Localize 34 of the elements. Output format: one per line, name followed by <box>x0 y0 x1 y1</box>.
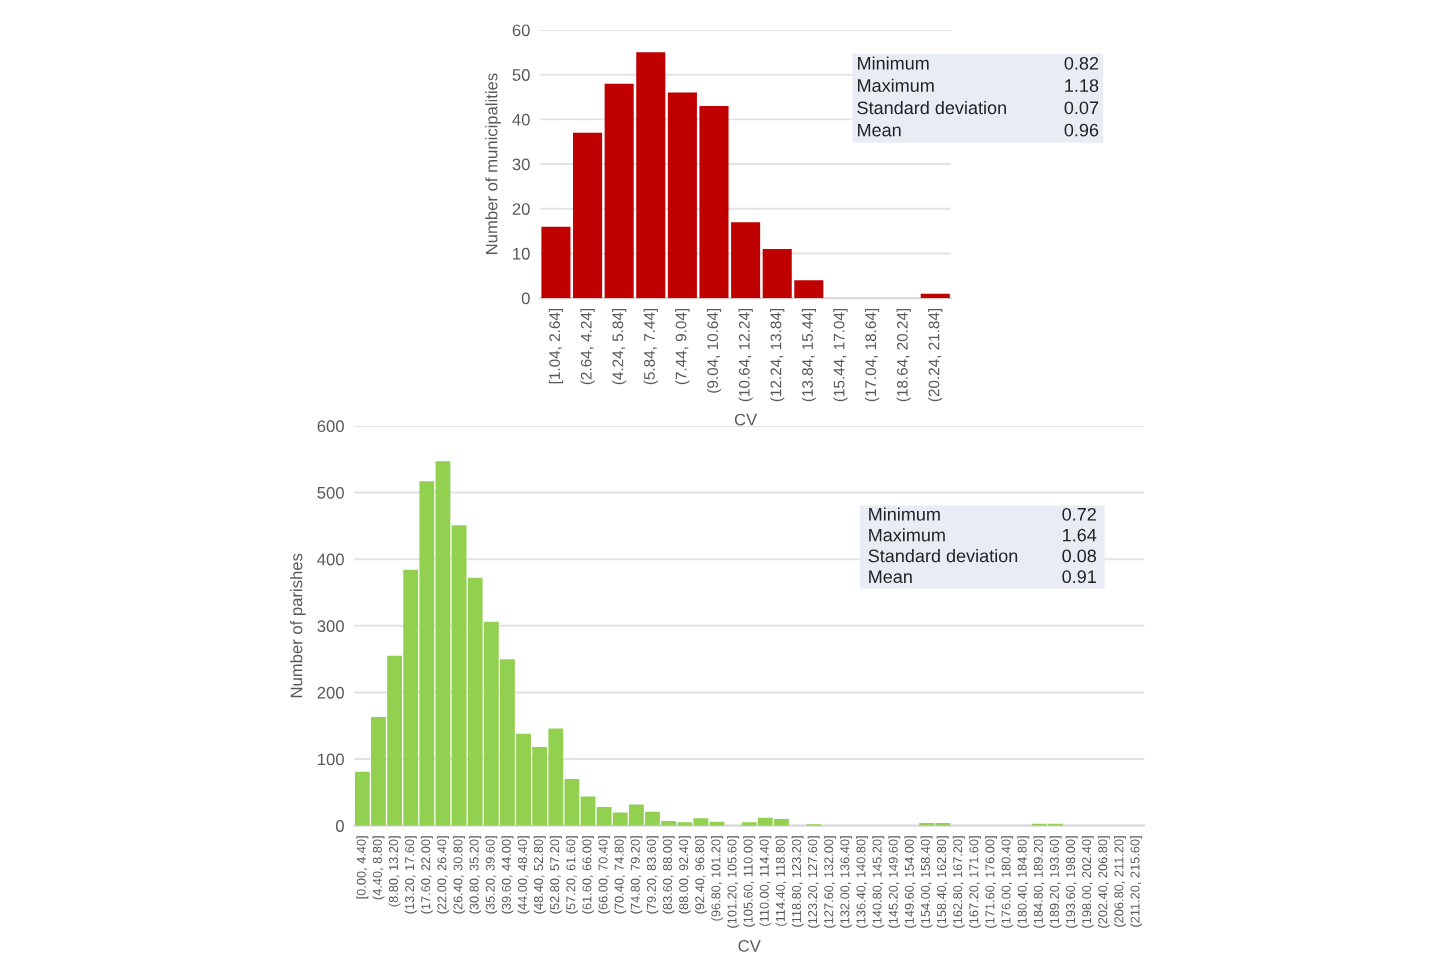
annotation: Mean <box>858 123 901 137</box>
y-tick-label: 30 <box>512 158 530 171</box>
y-tick-label: 60 <box>512 24 530 37</box>
y-tick-label: 500 <box>317 486 344 499</box>
annotation: 1.64 <box>1063 528 1097 542</box>
annotation: 0.72 <box>1062 507 1096 521</box>
y-axis-title: Number of parishes <box>290 553 306 698</box>
y-tick-label: 100 <box>318 753 344 766</box>
x-axis-title: CV <box>734 413 758 426</box>
annotation: Mean <box>869 570 912 584</box>
text: 0.07 <box>1064 101 1099 115</box>
annotation: Standard deviation <box>868 549 1018 563</box>
x-axis-title: CV <box>738 940 761 952</box>
annotation: Minimum <box>858 56 929 70</box>
y-tick-label: 0 <box>521 292 530 305</box>
y-tick-label: 200 <box>317 686 344 699</box>
annotation: Standard deviation <box>857 100 1006 115</box>
y-tick-label: 0 <box>335 820 344 832</box>
y-tick-label: 20 <box>512 203 530 215</box>
y-tick-label: 600 <box>317 420 344 433</box>
annotation: 0.08 <box>1062 549 1096 563</box>
text: 1.18 <box>1065 79 1099 92</box>
y-tick-label: 400 <box>317 553 344 566</box>
y-tick-label: 300 <box>317 620 344 633</box>
annotation: Maximum <box>869 528 945 542</box>
annotation: 0.91 <box>1062 570 1096 584</box>
y-tick-label: 10 <box>513 247 530 260</box>
y-axis-title: Number of municipalities <box>485 73 501 254</box>
y-tick-label: 40 <box>512 113 530 126</box>
y-tick-label: 50 <box>512 69 530 81</box>
annotation: Maximum <box>858 78 934 92</box>
annotation: Minimum <box>869 507 940 521</box>
text: 0.82 <box>1064 56 1099 70</box>
text: 0.96 <box>1064 123 1099 137</box>
